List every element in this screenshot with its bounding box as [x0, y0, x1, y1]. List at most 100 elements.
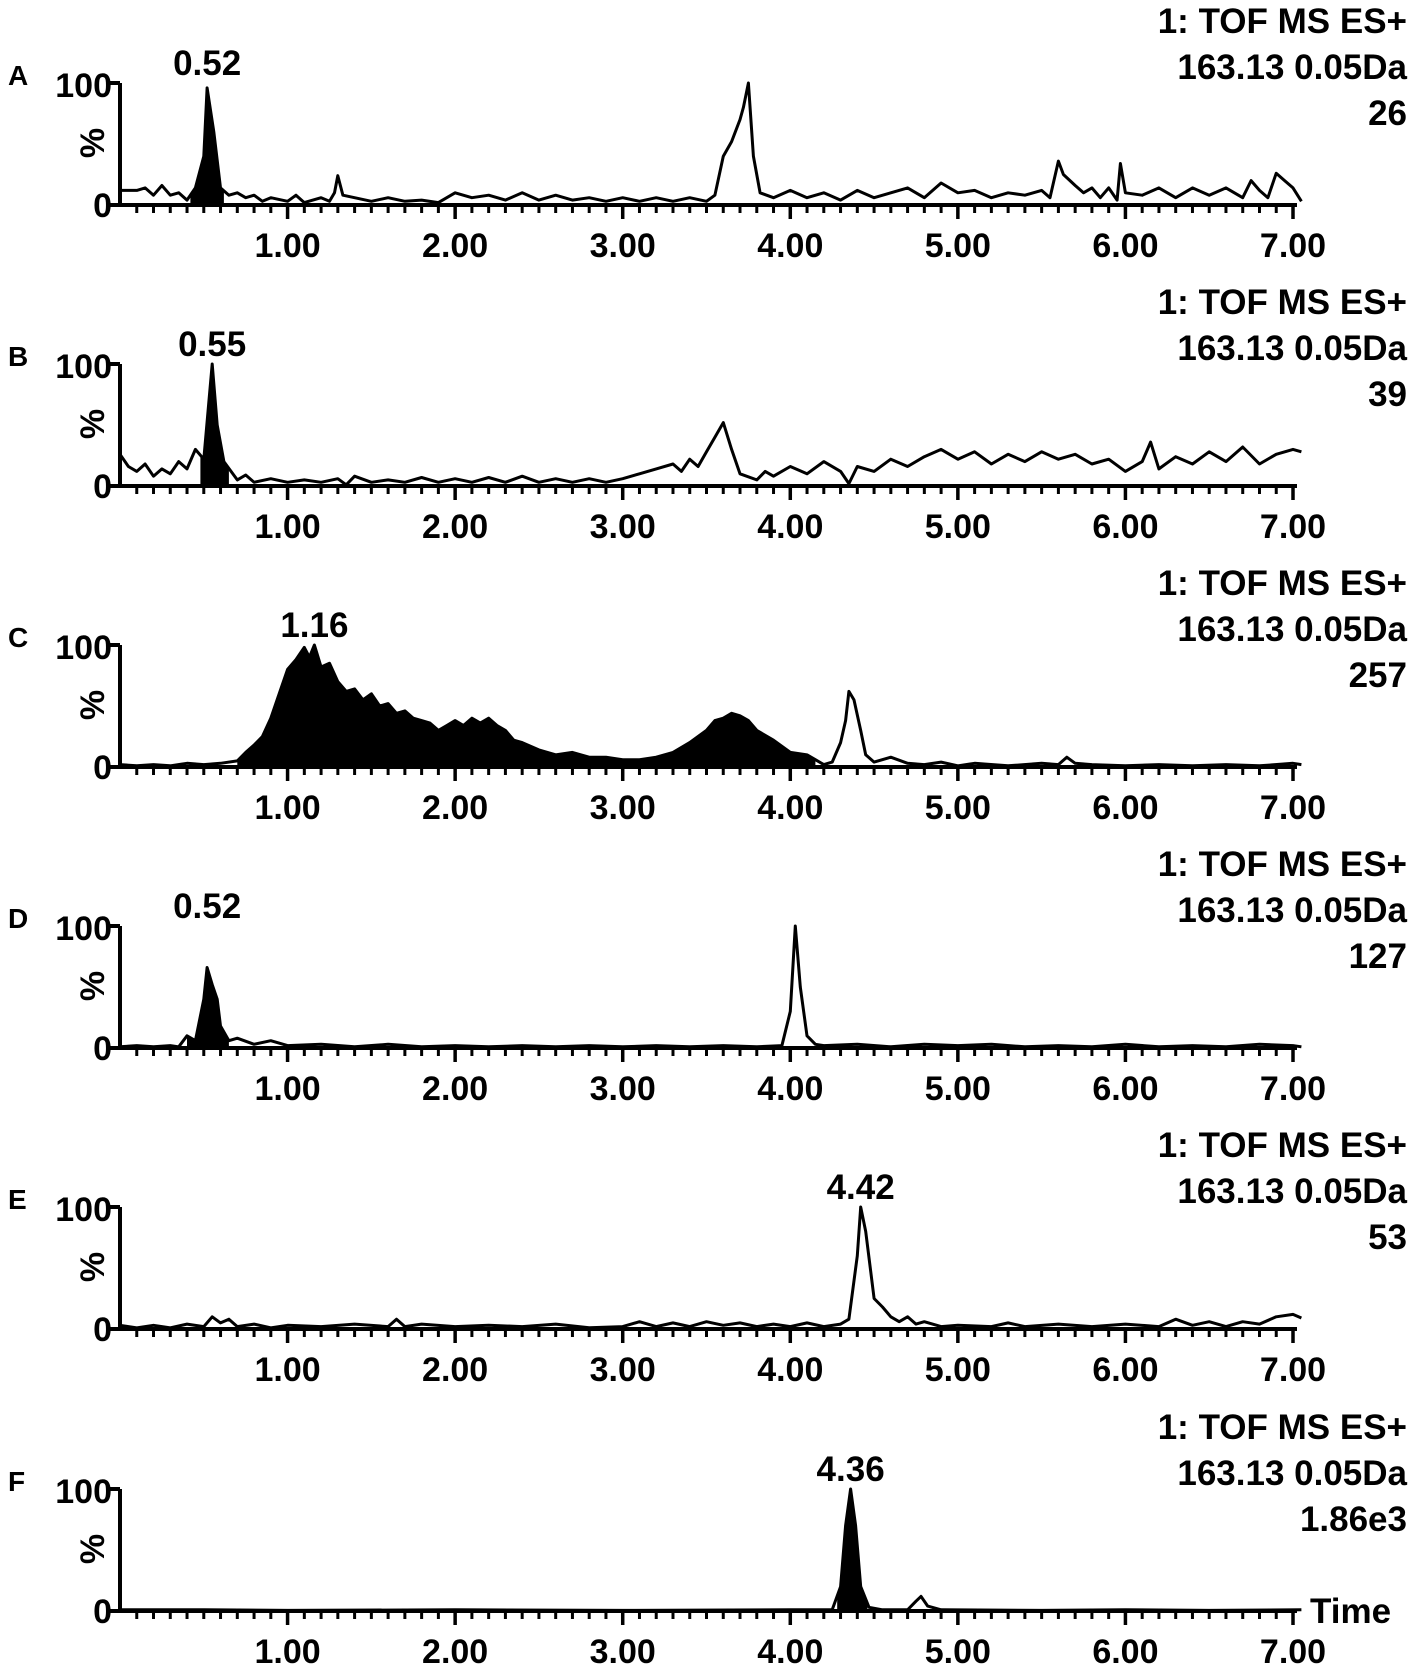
x-tick-label: 5.00: [925, 227, 991, 265]
x-tick-label: 1.00: [254, 508, 320, 546]
x-tick-label: 2.00: [422, 1633, 488, 1670]
x-tick-label: 2.00: [422, 227, 488, 265]
panel-label: C: [8, 622, 28, 653]
y-tick-label: 100: [55, 1473, 112, 1511]
x-tick-label: 7.00: [1260, 789, 1326, 827]
y-tick-label: 0: [93, 1311, 112, 1349]
header-line: 163.13 0.05Da: [1177, 891, 1407, 930]
chromatogram-trace: [120, 1487, 1302, 1612]
header-line: 1: TOF MS ES+: [1158, 283, 1407, 322]
x-tick-label: 6.00: [1092, 1351, 1158, 1389]
header-line: 26: [1368, 94, 1407, 133]
x-tick-label: 2.00: [422, 1070, 488, 1108]
x-tick-label: 4.00: [757, 1070, 823, 1108]
header-line: 53: [1368, 1218, 1407, 1257]
y-tick-label: 100: [55, 67, 112, 105]
x-tick-label: 4.00: [757, 789, 823, 827]
header-line: 127: [1349, 937, 1407, 976]
x-axis-label: Time: [1310, 1592, 1391, 1631]
y-axis-label: %: [74, 1252, 112, 1282]
x-tick-label: 5.00: [925, 1070, 991, 1108]
y-tick-label: 100: [55, 1191, 112, 1229]
panel-a: 1.00 2.00 3.00 4.00 5.00 6.00 7.00 100 0% A 1: TOF…: [8, 2, 1408, 265]
header-line: 1: TOF MS ES+: [1158, 1408, 1407, 1447]
x-tick-label: 7.00: [1260, 1351, 1326, 1389]
x-tick-label: 4.00: [757, 1633, 823, 1670]
x-tick-label: 7.00: [1260, 227, 1326, 265]
y-axis-label: %: [74, 128, 112, 158]
header-line: 1: TOF MS ES+: [1158, 564, 1407, 603]
x-tick-label: 3.00: [590, 1351, 656, 1389]
x-tick-label: 4.00: [757, 508, 823, 546]
header-line: 257: [1349, 656, 1407, 695]
y-axis-label: %: [74, 409, 112, 439]
x-tick-label: 1.00: [254, 1351, 320, 1389]
panel-c: 1.00 2.00 3.00 4.00 5.00 6.00 7.00 100 0% C 1: TOF…: [8, 564, 1408, 827]
panel-label: F: [8, 1466, 25, 1497]
chromatogram-trace: [119, 643, 1302, 768]
x-tick-label: 3.00: [590, 789, 656, 827]
peak-label: 0.55: [178, 325, 246, 364]
peak-label: 1.16: [280, 606, 348, 645]
y-axis-label: %: [74, 1534, 112, 1564]
x-tick-label: 7.00: [1260, 1070, 1326, 1108]
filled-peak-area: [187, 967, 229, 1048]
y-tick-label: 100: [55, 910, 112, 948]
y-tick-label: 0: [93, 187, 112, 225]
x-tick-label: 7.00: [1260, 1633, 1326, 1670]
header-line: 1: TOF MS ES+: [1158, 2, 1407, 41]
x-tick-label: 5.00: [925, 508, 991, 546]
x-tick-label: 3.00: [590, 508, 656, 546]
x-tick-label: 2.00: [422, 508, 488, 546]
x-tick-label: 6.00: [1092, 1070, 1158, 1108]
x-tick-label: 2.00: [422, 1351, 488, 1389]
y-tick-label: 0: [93, 1593, 112, 1631]
x-tick-label: 6.00: [1092, 227, 1158, 265]
header-line: 163.13 0.05Da: [1177, 1454, 1407, 1493]
chromatogram-trace: [119, 924, 1302, 1049]
header-line: 163.13 0.05Da: [1177, 610, 1407, 649]
x-tick-label: 5.00: [925, 1351, 991, 1389]
filled-peak-area: [237, 645, 816, 767]
x-tick-label: 1.00: [254, 227, 320, 265]
y-tick-label: 100: [55, 629, 112, 667]
x-tick-label: 4.00: [757, 1351, 823, 1389]
x-tick-label: 5.00: [925, 789, 991, 827]
x-tick-label: 3.00: [590, 1070, 656, 1108]
x-tick-label: 1.00: [254, 1070, 320, 1108]
x-tick-label: 2.00: [422, 789, 488, 827]
panel-label: E: [8, 1184, 27, 1215]
y-tick-label: 0: [93, 749, 112, 787]
x-tick-label: 4.00: [757, 227, 823, 265]
panel-label: B: [8, 341, 28, 372]
y-axis-label: %: [74, 690, 112, 720]
chromatogram-trace: [119, 1205, 1302, 1330]
panel-label: D: [8, 903, 28, 934]
header-line: 163.13 0.05Da: [1177, 329, 1407, 368]
panel-label: A: [8, 60, 28, 91]
peak-label: 0.52: [173, 44, 241, 83]
y-axis-label: %: [74, 971, 112, 1001]
peak-label: 4.36: [817, 1450, 885, 1489]
header-line: 163.13 0.05Da: [1177, 48, 1407, 87]
panel-f: 1.00 2.00 3.00 4.00 5.00 6.00 7.00 100 0% F 1: TOF…: [8, 1408, 1408, 1670]
panel-b: 1.00 2.00 3.00 4.00 5.00 6.00 7.00 100 0% B 1: TOF…: [8, 283, 1408, 546]
x-tick-label: 7.00: [1260, 508, 1326, 546]
header-line: 1.86e3: [1300, 1500, 1407, 1539]
x-tick-label: 1.00: [254, 789, 320, 827]
header-line: 39: [1368, 375, 1407, 414]
peak-label: 4.42: [827, 1168, 895, 1207]
x-tick-label: 6.00: [1092, 508, 1158, 546]
x-tick-label: 3.00: [590, 1633, 656, 1670]
chromatogram-trace: [118, 362, 1302, 487]
x-tick-label: 3.00: [590, 227, 656, 265]
peak-label: 0.52: [173, 887, 241, 926]
header-line: 1: TOF MS ES+: [1158, 1126, 1407, 1165]
y-tick-label: 0: [93, 1030, 112, 1068]
y-tick-label: 0: [93, 468, 112, 506]
header-line: 163.13 0.05Da: [1177, 1172, 1407, 1211]
x-tick-label: 6.00: [1092, 789, 1158, 827]
x-tick-label: 1.00: [254, 1633, 320, 1670]
